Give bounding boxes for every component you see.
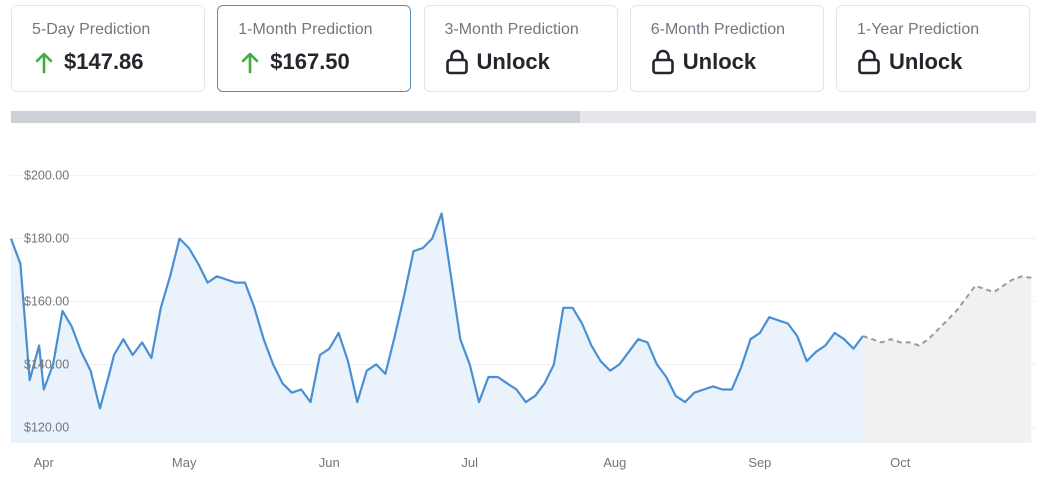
card-value: $147.86 bbox=[64, 49, 144, 74]
card-value: $167.50 bbox=[270, 49, 350, 74]
card-label: 3-Month Prediction bbox=[444, 21, 579, 38]
x-tick-label: Jun bbox=[319, 455, 340, 470]
card-label: 6-Month Prediction bbox=[650, 21, 786, 38]
card-1-year-prediction[interactable]: 1-Year Prediction Unlock bbox=[836, 5, 1030, 92]
card-value: Unlock bbox=[476, 49, 550, 74]
card-value-row: Unlock bbox=[857, 48, 1029, 76]
x-tick-label: Jul bbox=[461, 455, 478, 470]
lock-icon bbox=[857, 48, 881, 76]
price-chart: $120.00 $140.00 $160.00 $180.00 $200.00 Apr Ma… bbox=[9, 169, 1036, 470]
card-value: Unlock bbox=[889, 49, 963, 74]
arrow-up-icon bbox=[32, 48, 56, 76]
card-value-row: $147.86 bbox=[32, 48, 204, 76]
forecast-area bbox=[862, 276, 1032, 443]
card-value: Unlock bbox=[682, 49, 757, 74]
card-5-day-prediction[interactable]: 5-Day Prediction $147.86 bbox=[11, 5, 205, 92]
card-label: 1-Month Prediction bbox=[238, 21, 373, 38]
y-tick-label: $200.00 bbox=[24, 169, 69, 183]
y-tick-label: $180.00 bbox=[24, 232, 69, 246]
y-tick-label: $140.00 bbox=[24, 357, 69, 371]
card-3-month-prediction[interactable]: 3-Month Prediction Unlock bbox=[423, 5, 618, 92]
arrow-up-icon bbox=[238, 48, 262, 76]
actual-line bbox=[9, 212, 864, 410]
card-1-month-prediction[interactable]: 1-Month Prediction $167.50 bbox=[217, 5, 412, 92]
card-value-row: Unlock bbox=[651, 48, 823, 76]
x-tick-label: Oct bbox=[890, 455, 911, 470]
actual-area bbox=[11, 213, 863, 443]
prediction-cards: 5-Day Prediction $147.86 1-Month Predictio… bbox=[11, 5, 1030, 92]
lock-icon bbox=[651, 48, 675, 76]
x-tick-label: Aug bbox=[603, 455, 626, 470]
card-6-month-prediction[interactable]: 6-Month Prediction Unlock bbox=[629, 5, 824, 92]
y-tick-label: $160.00 bbox=[24, 295, 69, 309]
x-tick-label: May bbox=[172, 455, 197, 470]
x-tick-label: Apr bbox=[34, 455, 55, 470]
y-tick-label: $120.00 bbox=[24, 420, 69, 434]
progress-bar bbox=[11, 111, 1036, 123]
forecast-line bbox=[862, 275, 1032, 347]
progress-bar-fill bbox=[11, 111, 580, 123]
card-value-row: Unlock bbox=[445, 48, 617, 76]
card-label: 5-Day Prediction bbox=[32, 21, 151, 38]
lock-icon bbox=[445, 48, 469, 76]
x-tick-label: Sep bbox=[748, 455, 771, 470]
card-label: 1-Year Prediction bbox=[857, 21, 980, 38]
card-value-row: $167.50 bbox=[238, 48, 410, 76]
